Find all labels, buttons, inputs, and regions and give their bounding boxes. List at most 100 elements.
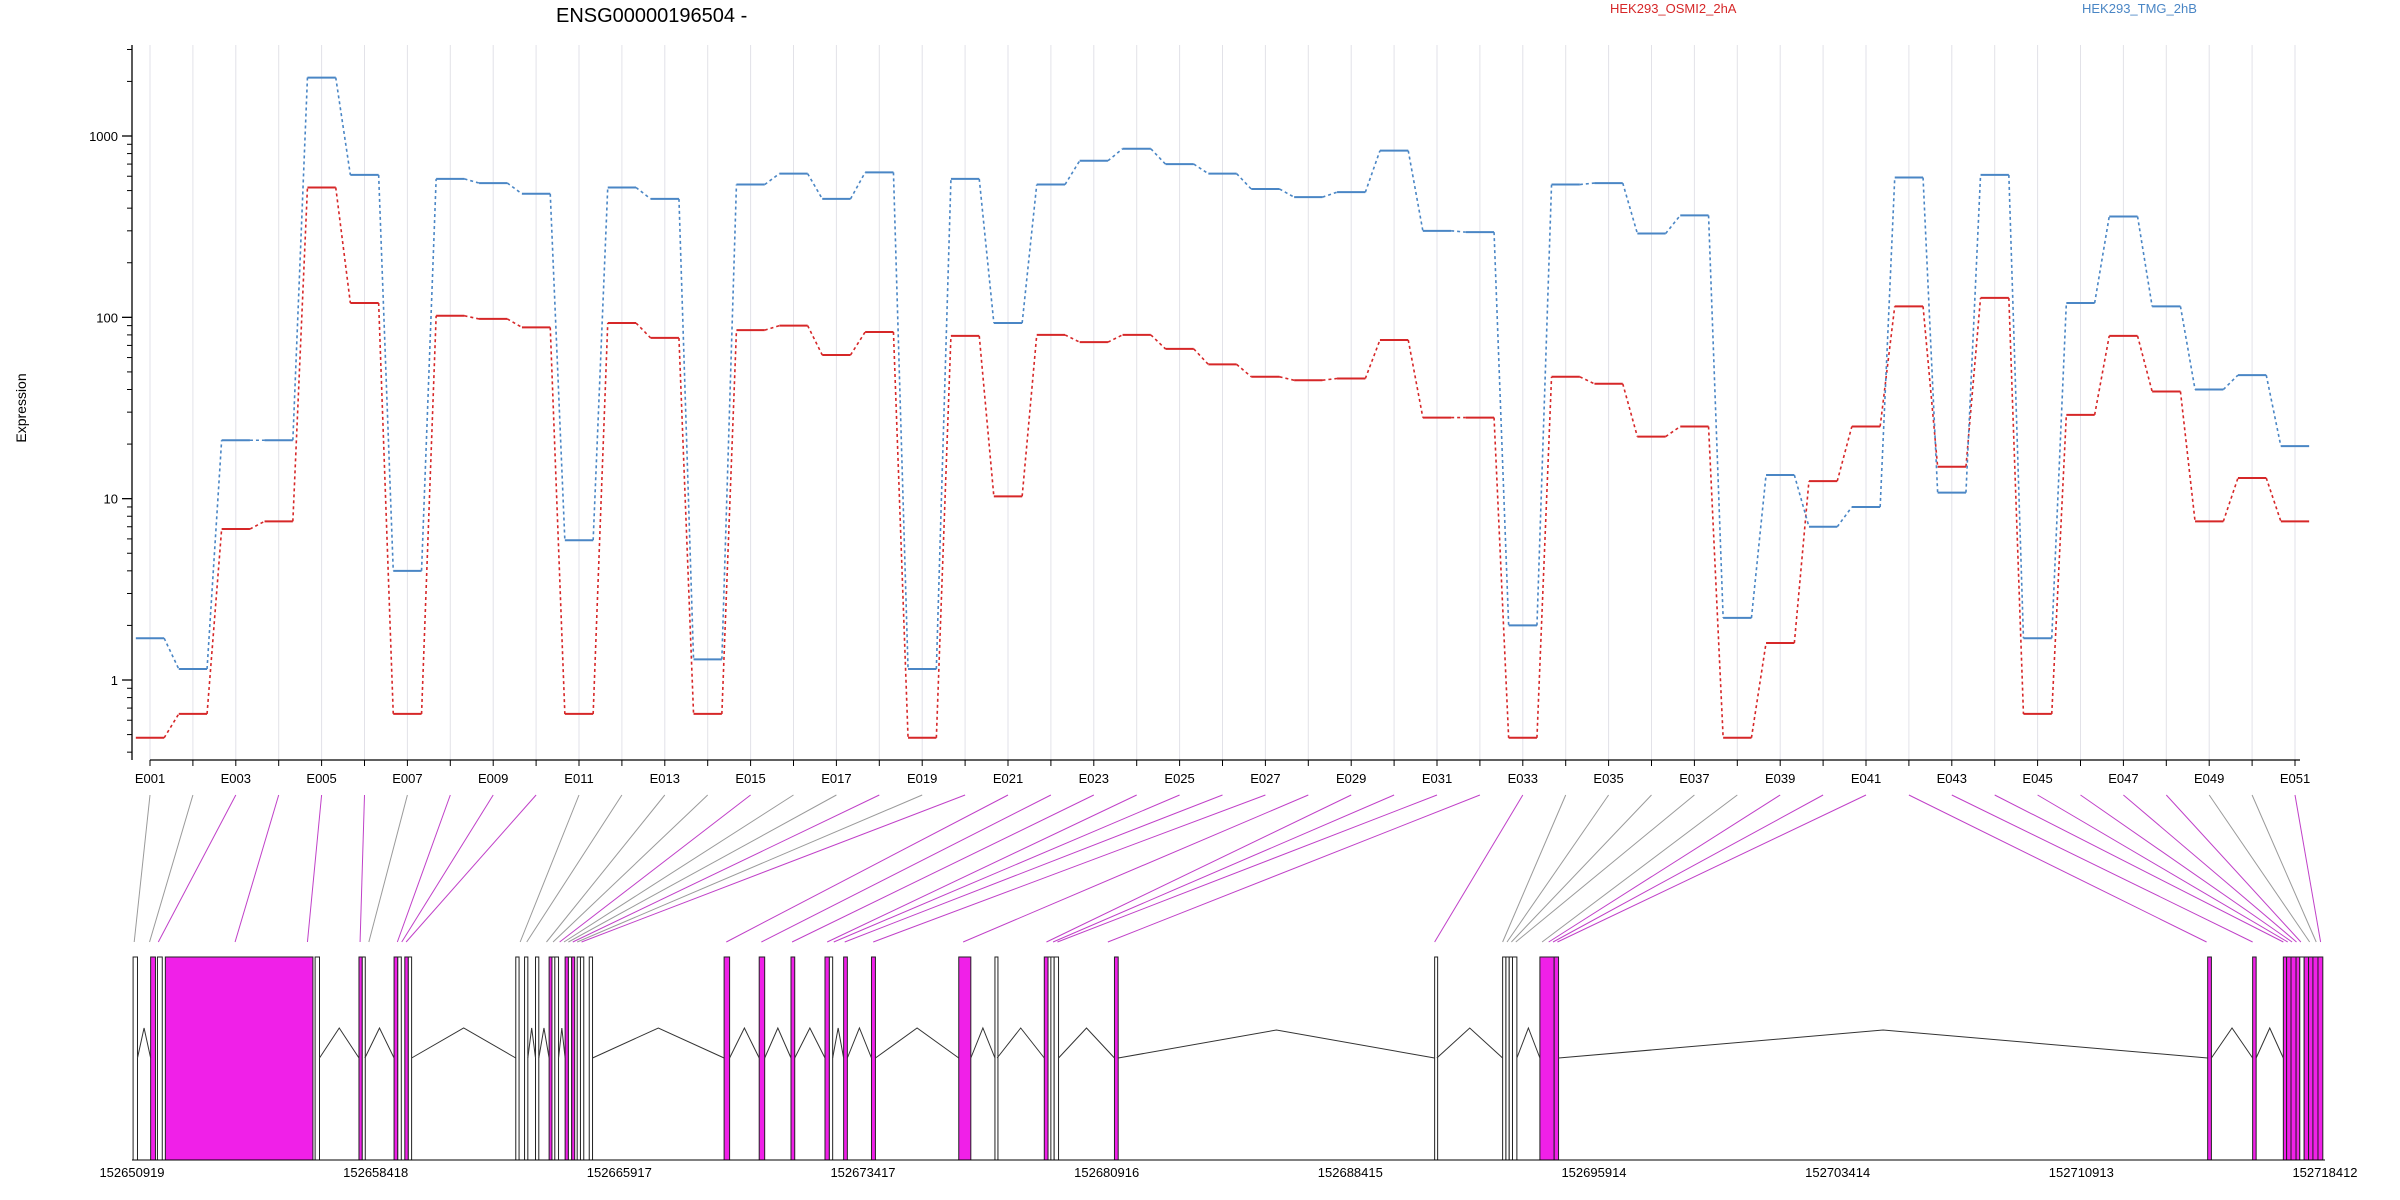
- series-connector: [2265, 374, 2282, 447]
- gene-model: 152650919 152658418 152665917 152673417 1526…: [99, 956, 2358, 1180]
- series-connector: [1665, 425, 1681, 438]
- x-tick-label: E025: [1164, 771, 1194, 786]
- x-tick-label: E049: [2194, 771, 2224, 786]
- exon-connector: [1557, 794, 1867, 943]
- exon-connector: [1506, 794, 1610, 943]
- exon-connector: [519, 794, 580, 943]
- exon-block: [994, 956, 999, 1161]
- series-connector: [1279, 376, 1295, 381]
- series-connector: [1836, 426, 1853, 482]
- series-connector: [1579, 376, 1595, 385]
- series-connector: [1150, 334, 1166, 350]
- y-tick-label: 1000: [89, 129, 118, 144]
- exon-connector: [2294, 794, 2322, 943]
- series-connector: [2136, 335, 2153, 392]
- series-connector: [678, 198, 695, 660]
- series-connector: [1879, 177, 1896, 507]
- genomic-coordinate-label: 152695914: [1561, 1165, 1626, 1180]
- exon-connector: [2208, 794, 2311, 943]
- series-connector: [1536, 184, 1553, 626]
- genomic-coordinate-label: 152673417: [830, 1165, 895, 1180]
- exon-block: [535, 956, 540, 1161]
- series-connector: [721, 184, 738, 660]
- intron-line: [846, 1026, 872, 1059]
- series-connector: [1922, 306, 1939, 467]
- x-tick-label: E009: [478, 771, 508, 786]
- intron-line: [136, 1027, 152, 1059]
- intron-line: [2255, 1026, 2284, 1059]
- exon-connector: [396, 794, 451, 943]
- x-tick-label: E043: [1937, 771, 1967, 786]
- exon-connector: [1502, 794, 1567, 943]
- exon-connector: [401, 794, 494, 943]
- intron-line: [729, 1026, 760, 1059]
- series-connector: [2222, 477, 2239, 522]
- exon-block-used: [164, 956, 314, 1161]
- series-connector: [1965, 174, 1982, 493]
- genomic-coordinate-label: 152658418: [343, 1165, 408, 1180]
- exon-connector: [568, 794, 837, 943]
- x-tick-label: E021: [993, 771, 1023, 786]
- intron-line: [364, 1026, 395, 1059]
- series-connector: [849, 172, 866, 200]
- exon-block: [2299, 956, 2305, 1161]
- intron-line: [558, 1027, 566, 1059]
- exon-connector: [761, 794, 1052, 943]
- exon-block-used: [1043, 956, 1049, 1161]
- exon-connector: [962, 794, 1309, 943]
- exon-connector: [1107, 794, 1481, 943]
- exon-connector: [368, 794, 408, 943]
- series-connector: [1965, 297, 1982, 467]
- exon-block: [1053, 956, 1060, 1161]
- intron-line: [832, 1027, 845, 1059]
- series-connector: [1793, 474, 1810, 527]
- intron-line: [764, 1026, 792, 1059]
- exon-connector: [1052, 794, 1395, 943]
- series-connector: [1407, 339, 1424, 418]
- exon-connector: [1515, 794, 1695, 943]
- series-connector: [1107, 334, 1123, 343]
- exon-block-used: [843, 956, 848, 1161]
- x-tick-label: E007: [392, 771, 422, 786]
- intron-line: [2210, 1027, 2254, 1059]
- exon-connector: [2037, 794, 2288, 943]
- series-connector: [1364, 150, 1381, 193]
- series-connector: [1107, 148, 1124, 162]
- exon-block-used: [404, 956, 409, 1161]
- exon-connector: [581, 794, 966, 943]
- series-connector: [292, 77, 309, 441]
- series-connector: [1322, 377, 1338, 382]
- exon-connector: [359, 794, 365, 943]
- intron-line: [996, 1027, 1045, 1059]
- x-tick-label: E037: [1679, 771, 1709, 786]
- exon-connector: [1552, 794, 1824, 943]
- series-connector: [2050, 302, 2068, 639]
- x-tick-label: E017: [821, 771, 851, 786]
- exon-block: [361, 956, 366, 1161]
- series-connector: [2050, 414, 2068, 714]
- exon-block: [397, 956, 402, 1161]
- exon-connectors: [133, 794, 2322, 943]
- exon-connector: [2123, 794, 2297, 943]
- exon-connector: [552, 794, 709, 943]
- exon-block-used: [870, 956, 876, 1161]
- series-connector: [1236, 363, 1252, 378]
- exon-connector: [1994, 794, 2284, 943]
- exon-block-used: [2312, 956, 2319, 1161]
- exon-connector: [1046, 794, 1352, 943]
- x-tick-label: E003: [221, 771, 251, 786]
- x-tick-label: E027: [1250, 771, 1280, 786]
- chart-title: ENSG00000196504 -: [556, 5, 747, 27]
- series-connector: [764, 324, 780, 331]
- exon-connector: [873, 794, 1266, 943]
- exon-connector: [149, 794, 194, 943]
- x-tick-label: E051: [2280, 771, 2310, 786]
- intron-line: [794, 1026, 826, 1059]
- series-connector: [163, 637, 180, 670]
- series-connector: [1879, 306, 1896, 427]
- series-connector: [206, 440, 223, 670]
- series-connector: [1021, 184, 1038, 324]
- series-connector: [249, 520, 265, 530]
- series-connector: [2179, 391, 2196, 522]
